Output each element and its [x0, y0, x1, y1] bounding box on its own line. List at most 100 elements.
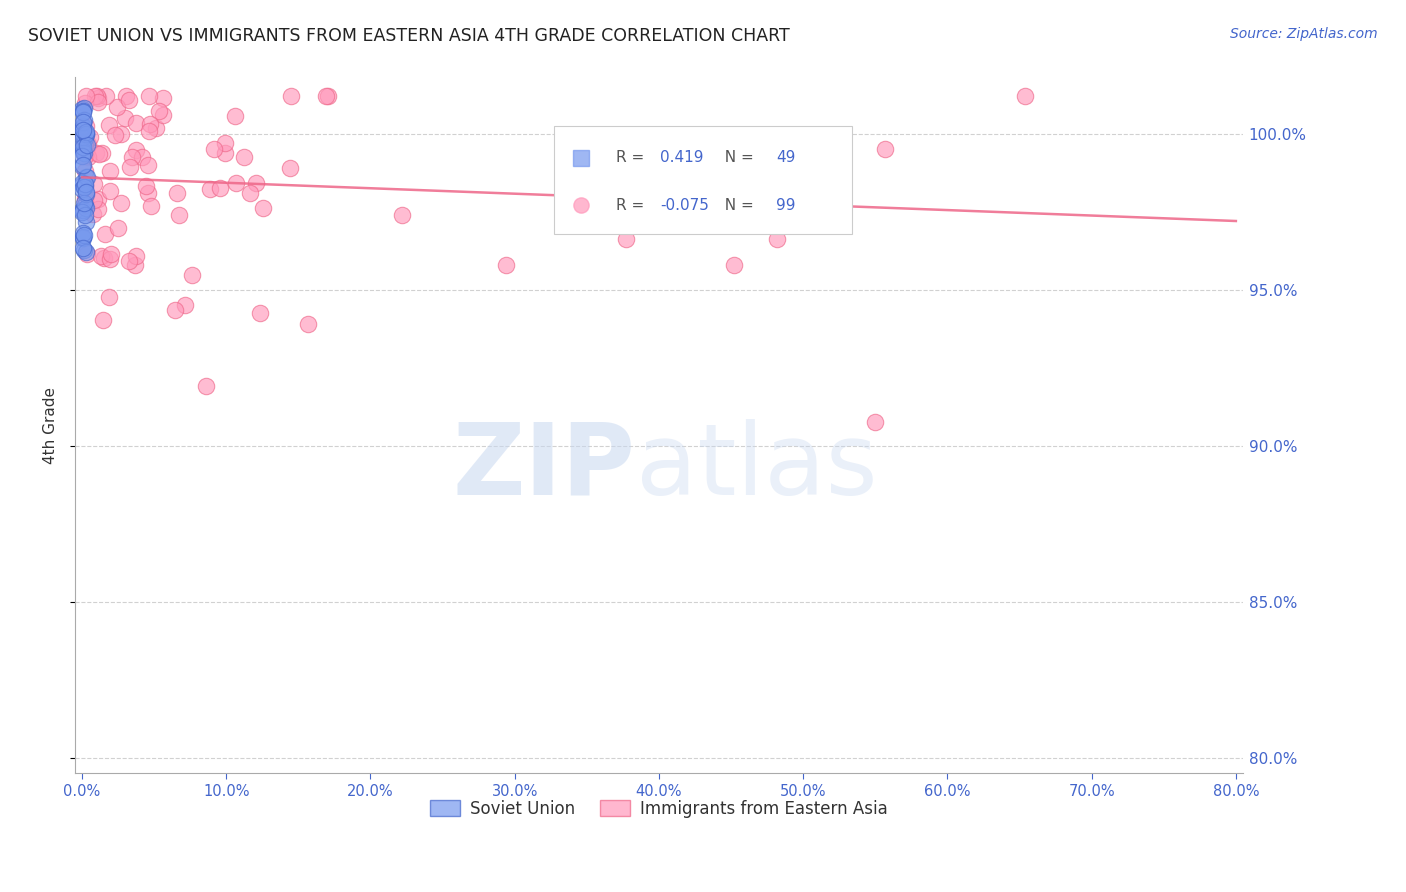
Point	[214, 136, 236, 150]
Point	[97, 118, 120, 132]
Point	[75, 169, 97, 184]
Point	[121, 150, 143, 164]
Point	[72, 123, 94, 137]
Point	[76, 137, 98, 152]
Point	[118, 93, 141, 107]
Point	[75, 201, 97, 215]
Point	[73, 149, 96, 163]
Text: N =: N =	[716, 151, 759, 165]
Point	[249, 306, 271, 320]
Point	[73, 164, 96, 178]
Point	[98, 290, 121, 304]
Point	[110, 127, 132, 141]
Point	[72, 127, 94, 141]
Point	[83, 177, 105, 191]
Point	[114, 89, 136, 103]
Point	[87, 192, 110, 206]
Point	[72, 226, 94, 240]
Point	[280, 89, 302, 103]
Point	[72, 195, 94, 210]
Point	[75, 215, 97, 229]
Point	[100, 247, 122, 261]
Point	[152, 108, 174, 122]
Point	[72, 158, 94, 172]
Point	[1014, 89, 1036, 103]
Point	[75, 186, 97, 201]
Point	[166, 186, 188, 201]
Point	[72, 176, 94, 190]
Point	[82, 207, 104, 221]
Point	[316, 89, 339, 103]
Point	[73, 101, 96, 115]
Point	[125, 143, 148, 157]
Point	[98, 184, 121, 198]
Point	[93, 252, 115, 266]
Point	[87, 95, 110, 110]
Point	[72, 115, 94, 129]
Point	[72, 139, 94, 153]
Point	[79, 130, 101, 145]
Point	[73, 130, 96, 145]
Point	[72, 145, 94, 159]
Point	[72, 103, 94, 118]
Point	[76, 246, 98, 260]
Point	[139, 117, 162, 131]
Point	[75, 178, 97, 192]
Point	[73, 179, 96, 194]
Point	[72, 241, 94, 255]
Point	[75, 125, 97, 139]
Point	[225, 176, 247, 190]
Point	[239, 186, 262, 200]
Point	[723, 259, 745, 273]
Legend: Soviet Union, Immigrants from Eastern Asia: Soviet Union, Immigrants from Eastern As…	[423, 793, 894, 824]
Point	[125, 116, 148, 130]
Point	[749, 162, 772, 177]
Point	[75, 119, 97, 133]
Point	[145, 120, 167, 135]
Point	[72, 143, 94, 157]
Y-axis label: 4th Grade: 4th Grade	[44, 387, 58, 464]
Point	[90, 249, 112, 263]
Point	[72, 113, 94, 128]
Point	[252, 201, 274, 215]
Point	[148, 104, 170, 119]
Text: 0.419: 0.419	[659, 151, 703, 165]
Point	[98, 164, 121, 178]
Point	[136, 186, 159, 200]
Point	[110, 196, 132, 211]
Point	[165, 303, 187, 318]
Point	[103, 128, 125, 142]
Point	[72, 203, 94, 218]
Point	[125, 249, 148, 263]
Point	[72, 104, 94, 119]
Point	[136, 158, 159, 172]
Point	[72, 178, 94, 192]
Point	[297, 318, 319, 332]
Point	[224, 109, 246, 123]
Point	[72, 120, 94, 135]
Point	[70, 203, 93, 218]
Point	[202, 142, 225, 156]
Point	[75, 179, 97, 194]
Point	[70, 159, 93, 173]
Point	[75, 127, 97, 141]
Point	[98, 252, 121, 267]
Point	[865, 415, 887, 429]
Point	[72, 136, 94, 150]
Point	[174, 298, 197, 312]
Point	[72, 204, 94, 219]
Point	[94, 89, 117, 103]
Point	[105, 99, 128, 113]
Point	[87, 91, 110, 105]
Point	[72, 130, 94, 145]
Point	[131, 150, 153, 164]
Text: N =: N =	[716, 198, 759, 213]
Point	[91, 312, 114, 326]
Point	[120, 161, 142, 175]
Point	[73, 202, 96, 216]
Point	[83, 89, 105, 103]
Point	[73, 96, 96, 111]
Point	[614, 232, 637, 246]
Point	[76, 137, 98, 152]
Point	[75, 194, 97, 208]
